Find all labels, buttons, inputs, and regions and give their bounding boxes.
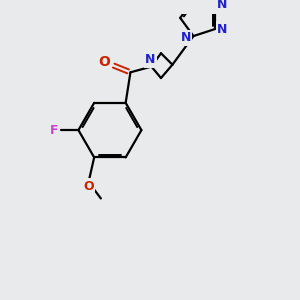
Text: N: N — [181, 32, 191, 44]
Text: N: N — [217, 0, 228, 11]
Text: O: O — [83, 179, 94, 193]
Text: O: O — [99, 55, 111, 69]
Text: N: N — [145, 53, 156, 66]
Text: N: N — [217, 22, 228, 36]
Text: F: F — [50, 124, 59, 136]
